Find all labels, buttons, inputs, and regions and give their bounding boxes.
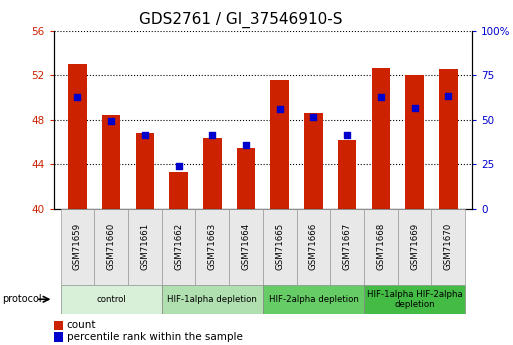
Text: GDS2761 / GI_37546910-S: GDS2761 / GI_37546910-S xyxy=(140,12,343,28)
Bar xyxy=(405,76,424,209)
Text: GSM71665: GSM71665 xyxy=(275,223,284,270)
Text: GSM71667: GSM71667 xyxy=(343,223,352,270)
Bar xyxy=(263,285,364,314)
Bar xyxy=(229,209,263,285)
Bar xyxy=(94,209,128,285)
Text: GSM71664: GSM71664 xyxy=(242,223,250,270)
Bar xyxy=(68,65,87,209)
Text: HIF-1alpha HIF-2alpha
depletion: HIF-1alpha HIF-2alpha depletion xyxy=(367,289,463,309)
Bar xyxy=(364,209,398,285)
Point xyxy=(275,107,284,112)
Text: HIF-2alpha depletion: HIF-2alpha depletion xyxy=(268,295,359,304)
Bar xyxy=(398,209,431,285)
Text: count: count xyxy=(67,321,96,330)
Bar xyxy=(297,209,330,285)
Text: GSM71662: GSM71662 xyxy=(174,223,183,270)
Point xyxy=(242,142,250,148)
Text: control: control xyxy=(96,295,126,304)
Point xyxy=(343,132,351,138)
Text: GSM71663: GSM71663 xyxy=(208,223,217,270)
Text: GSM71669: GSM71669 xyxy=(410,223,419,270)
Bar xyxy=(330,209,364,285)
Bar xyxy=(237,148,255,209)
Bar xyxy=(439,69,458,209)
Text: GSM71660: GSM71660 xyxy=(107,223,116,270)
Point xyxy=(377,94,385,100)
Bar xyxy=(364,285,465,314)
Bar xyxy=(263,209,297,285)
Text: GSM71666: GSM71666 xyxy=(309,223,318,270)
Bar xyxy=(371,68,390,209)
Point xyxy=(174,163,183,169)
Bar xyxy=(128,209,162,285)
Bar xyxy=(195,209,229,285)
Text: GSM71668: GSM71668 xyxy=(377,223,385,270)
Bar xyxy=(162,209,195,285)
Bar xyxy=(61,285,162,314)
Text: GSM71659: GSM71659 xyxy=(73,223,82,270)
Bar xyxy=(304,113,323,209)
Text: GSM71670: GSM71670 xyxy=(444,223,453,270)
Bar xyxy=(162,285,263,314)
Point xyxy=(444,93,452,99)
Bar xyxy=(338,140,357,209)
Bar xyxy=(169,172,188,209)
Bar xyxy=(135,133,154,209)
Bar xyxy=(203,138,222,209)
Text: GSM71661: GSM71661 xyxy=(141,223,149,270)
Text: percentile rank within the sample: percentile rank within the sample xyxy=(67,332,243,342)
Bar xyxy=(102,116,121,209)
Bar xyxy=(431,209,465,285)
Point xyxy=(107,118,115,124)
Point xyxy=(141,132,149,138)
Point xyxy=(208,132,216,138)
Bar xyxy=(61,209,94,285)
Point xyxy=(73,94,82,100)
Point xyxy=(410,106,419,111)
Bar xyxy=(270,80,289,209)
Text: HIF-1alpha depletion: HIF-1alpha depletion xyxy=(167,295,258,304)
Point xyxy=(309,115,318,120)
Text: protocol: protocol xyxy=(3,295,42,304)
